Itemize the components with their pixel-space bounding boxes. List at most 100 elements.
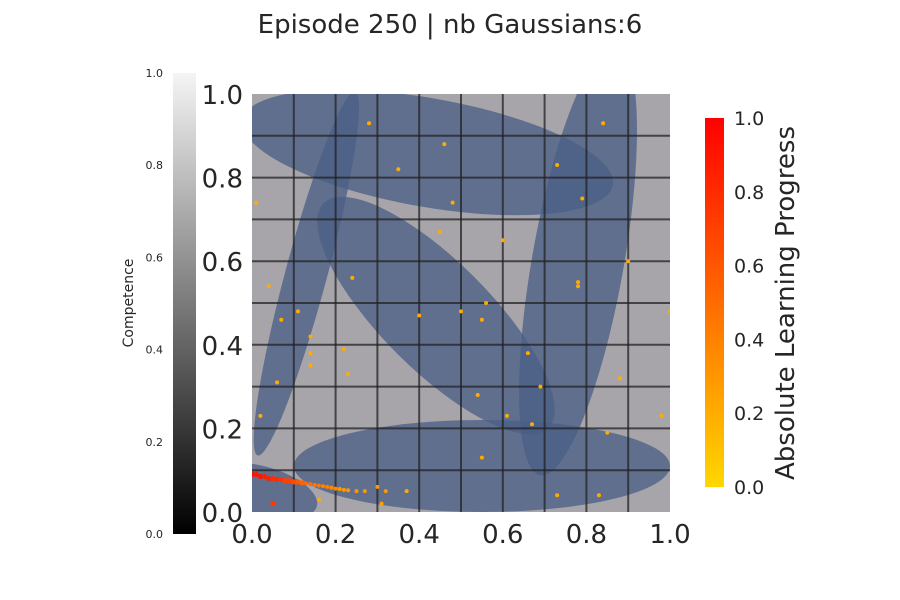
data-point bbox=[484, 301, 489, 305]
data-point bbox=[266, 475, 272, 482]
data-point bbox=[346, 372, 351, 377]
data-point bbox=[337, 487, 342, 492]
data-point bbox=[270, 501, 276, 507]
x-tick-label: 0.0 bbox=[231, 520, 272, 550]
gaussian-ellipse bbox=[253, 94, 360, 456]
data-point bbox=[341, 346, 346, 351]
y-tick-label: 0.2 bbox=[202, 415, 243, 445]
data-point bbox=[438, 229, 443, 234]
data-point bbox=[459, 309, 463, 314]
data-point bbox=[659, 413, 664, 418]
x-tick-label: 0.2 bbox=[315, 520, 356, 550]
data-point bbox=[295, 309, 300, 314]
data-point bbox=[341, 487, 346, 492]
gaussian-ellipse bbox=[293, 420, 670, 512]
data-point bbox=[362, 489, 367, 494]
data-point bbox=[576, 280, 581, 285]
alp-colorbar: Absolute Learning Progress 0.0 0.2 0.4 0.6 0… bbox=[705, 108, 801, 499]
competence-colorbar-tick: 0.2 bbox=[146, 436, 164, 449]
data-point bbox=[555, 493, 560, 498]
alp-colorbar-label: Absolute Learning Progress bbox=[771, 126, 801, 480]
data-point bbox=[287, 478, 293, 484]
data-point bbox=[299, 480, 305, 486]
data-point bbox=[253, 471, 259, 477]
competence-colorbar-tick: 0.6 bbox=[146, 251, 164, 264]
x-tick-label: 0.6 bbox=[482, 520, 523, 550]
data-point bbox=[308, 351, 313, 356]
y-tick-label: 0.0 bbox=[202, 499, 243, 529]
data-point bbox=[605, 430, 610, 435]
chart-title: Episode 250 | nb Gaussians:6 bbox=[258, 10, 643, 40]
data-point bbox=[383, 489, 388, 494]
data-point bbox=[329, 485, 334, 490]
alp-colorbar-tick: 0.6 bbox=[734, 256, 764, 278]
data-point bbox=[417, 313, 422, 318]
data-point bbox=[576, 284, 581, 289]
data-point bbox=[258, 413, 263, 418]
y-tick-label: 1.0 bbox=[202, 81, 243, 111]
alp-colorbar-gradient bbox=[705, 118, 724, 487]
data-point bbox=[278, 476, 284, 482]
data-point bbox=[580, 196, 585, 201]
x-tick-label: 0.8 bbox=[566, 520, 607, 550]
data-point bbox=[354, 489, 359, 494]
data-point bbox=[261, 473, 268, 480]
data-point bbox=[555, 163, 560, 168]
data-point bbox=[316, 497, 321, 502]
competence-colorbar-tick: 1.0 bbox=[146, 67, 164, 80]
data-point bbox=[279, 317, 284, 322]
competence-colorbar: Competence 0.0 0.2 0.4 0.6 0.8 1.0 bbox=[121, 67, 196, 541]
data-point bbox=[312, 482, 317, 487]
data-point bbox=[291, 479, 297, 485]
data-point bbox=[257, 473, 263, 480]
competence-colorbar-tick: 0.4 bbox=[146, 344, 164, 357]
data-point bbox=[396, 167, 401, 172]
data-point bbox=[442, 142, 447, 147]
plot-area bbox=[252, 94, 670, 512]
data-point bbox=[375, 484, 380, 489]
alp-colorbar-tick: 1.0 bbox=[734, 108, 764, 130]
data-point bbox=[333, 486, 338, 491]
data-point bbox=[308, 363, 313, 368]
data-point bbox=[346, 488, 351, 493]
data-point bbox=[275, 380, 280, 385]
data-point bbox=[530, 422, 535, 427]
competence-colorbar-gradient bbox=[173, 73, 196, 534]
competence-colorbar-label: Competence bbox=[121, 259, 137, 348]
y-tick-label: 0.8 bbox=[202, 165, 243, 195]
data-point bbox=[304, 481, 309, 486]
data-point bbox=[282, 478, 289, 484]
data-point bbox=[500, 238, 505, 243]
alp-colorbar-tick: 0.2 bbox=[734, 403, 764, 425]
data-point bbox=[316, 483, 321, 488]
data-point bbox=[538, 384, 543, 389]
data-point bbox=[475, 392, 480, 397]
data-point bbox=[295, 479, 301, 485]
data-point bbox=[308, 334, 313, 339]
data-point bbox=[321, 484, 326, 489]
data-point bbox=[668, 309, 670, 314]
data-point bbox=[601, 121, 606, 126]
alp-colorbar-tick: 0.8 bbox=[734, 182, 764, 204]
data-point bbox=[504, 413, 509, 418]
data-point bbox=[404, 489, 409, 494]
competence-colorbar-tick: 0.0 bbox=[146, 528, 164, 541]
data-point bbox=[379, 501, 384, 506]
y-tick-label: 0.6 bbox=[202, 248, 243, 278]
x-tick-label: 1.0 bbox=[649, 520, 690, 550]
y-axis: 0.0 0.2 0.4 0.6 0.8 1.0 bbox=[202, 81, 243, 529]
data-point bbox=[274, 476, 280, 482]
x-axis: 0.0 0.2 0.4 0.6 0.8 1.0 bbox=[231, 520, 690, 550]
data-point bbox=[596, 493, 601, 498]
data-point bbox=[270, 475, 276, 482]
data-point bbox=[617, 376, 622, 381]
data-point bbox=[479, 317, 484, 322]
data-point bbox=[525, 351, 530, 356]
alp-colorbar-tick: 0.4 bbox=[734, 329, 764, 351]
data-point bbox=[450, 200, 455, 205]
data-point bbox=[266, 284, 271, 289]
data-point bbox=[367, 121, 372, 126]
data-point bbox=[479, 455, 484, 460]
data-point bbox=[325, 484, 330, 489]
